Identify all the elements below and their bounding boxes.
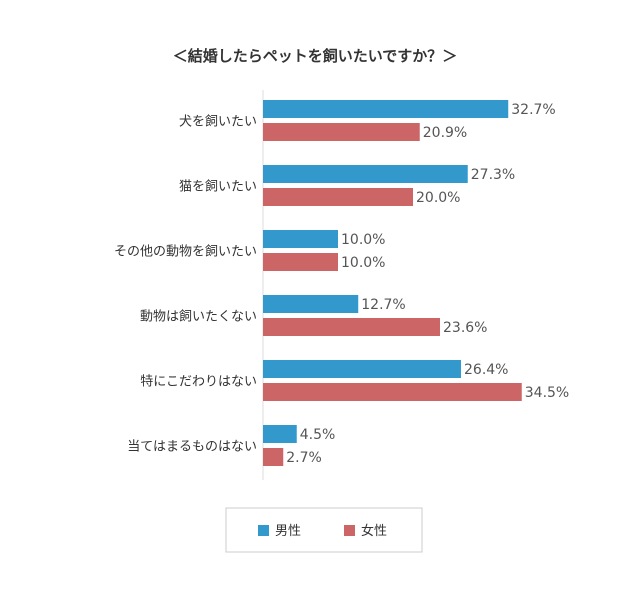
bar-male	[263, 360, 461, 378]
category-label: 特にこだわりはない	[140, 375, 257, 390]
labels-layer: 犬を飼いたい 32.7% 20.9% 猫を飼いたい 27.3% 20.0% その他の動物を飼…	[114, 102, 569, 466]
bar-female	[263, 383, 522, 401]
legend-label-female: 女性	[361, 523, 387, 539]
data-label: 2.7%	[286, 450, 322, 466]
bar-female	[263, 123, 420, 141]
data-label: 23.6%	[443, 320, 487, 336]
data-label: 10.0%	[341, 232, 385, 248]
bar-female	[263, 318, 440, 336]
legend-label-male: 男性	[275, 524, 301, 539]
category-label: 当てはまるものはない	[127, 440, 257, 455]
bar-male	[263, 165, 468, 183]
data-label: 20.9%	[423, 125, 467, 141]
bar-male	[263, 230, 338, 248]
legend-swatch-male	[258, 525, 269, 536]
bar-male	[263, 425, 297, 443]
category-label: その他の動物を飼いたい	[114, 245, 257, 260]
data-label: 12.7%	[361, 297, 405, 313]
data-label: 34.5%	[525, 385, 569, 401]
chart-title: ＜結婚したらペットを飼いたいですか？＞	[173, 47, 458, 65]
bars-layer	[263, 100, 522, 466]
bar-female	[263, 188, 413, 206]
data-label: 20.0%	[416, 190, 460, 206]
bar-male	[263, 100, 509, 118]
bar-male	[263, 295, 359, 313]
legend: 男性 女性	[225, 507, 423, 553]
category-label: 犬を飼いたい	[179, 115, 257, 130]
bar-female	[263, 448, 284, 466]
bar-female	[263, 253, 338, 271]
legend-box	[225, 507, 423, 553]
data-label: 4.5%	[300, 427, 336, 443]
category-label: 動物は飼いたくない	[140, 310, 257, 325]
category-label: 猫を飼いたい	[179, 180, 257, 195]
legend-swatch-female	[344, 525, 355, 536]
data-label: 26.4%	[464, 362, 508, 378]
data-label: 32.7%	[511, 102, 555, 118]
data-label: 27.3%	[471, 167, 515, 183]
data-label: 10.0%	[341, 255, 385, 271]
